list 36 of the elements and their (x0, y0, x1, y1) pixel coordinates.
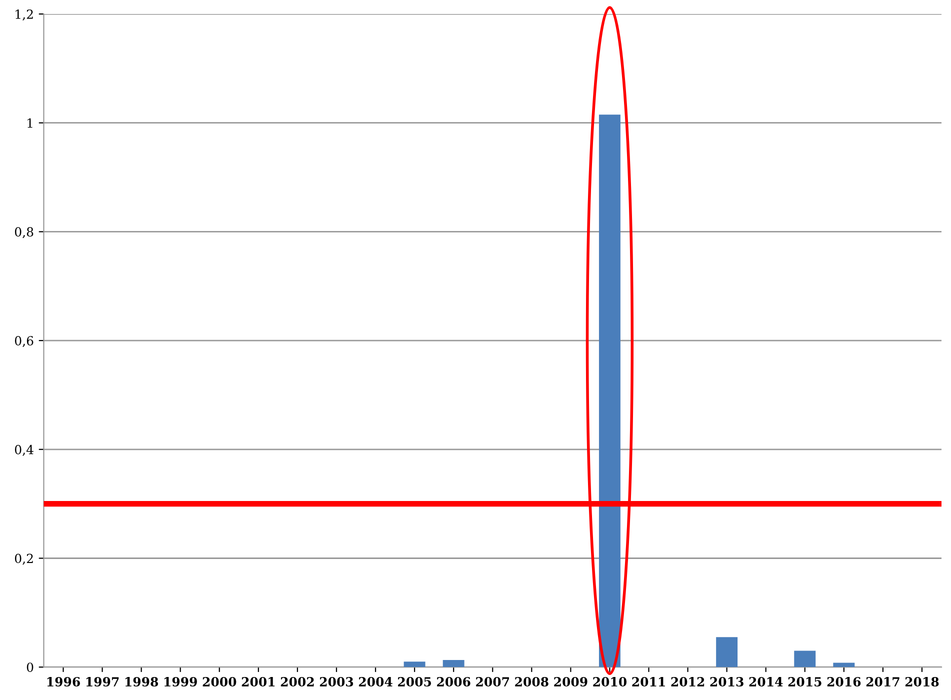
bar (716, 637, 738, 668)
x-tick-label: 2014 (749, 677, 783, 686)
x-tick-label: 2016 (827, 677, 861, 686)
x-tick-label: 1996 (47, 677, 80, 686)
x-tick-label: 2004 (358, 677, 392, 686)
x-tick-label: 2001 (242, 677, 275, 686)
y-tick-label: 0 (26, 662, 34, 672)
x-tick-label: 1998 (125, 677, 158, 686)
y-tick-label: 1 (28, 118, 32, 128)
bar (794, 650, 816, 668)
x-tick-label: 2000 (202, 677, 236, 686)
x-tick-label: 1997 (86, 677, 119, 686)
x-tick-label: 2013 (710, 677, 744, 686)
x-tick-label: 1999 (164, 677, 197, 686)
x-tick-label: 2018 (905, 677, 939, 686)
x-tick-label: 2006 (437, 677, 470, 686)
x-tick-label: 2017 (866, 677, 900, 686)
x-tick-label: 2002 (280, 677, 314, 686)
bar (598, 114, 620, 668)
x-tick-label: 2012 (671, 677, 704, 686)
x-tick-label: 2011 (632, 677, 665, 686)
x-tick-label: 2010 (593, 677, 627, 686)
x-tick-label: 2007 (476, 677, 509, 686)
x-tick-label: 2003 (320, 677, 354, 686)
y-tick-label: 0,2 (14, 554, 33, 565)
x-tick-label: 2015 (788, 677, 822, 686)
x-tick-label: 2008 (515, 677, 548, 686)
y-tick-label: 1,2 (16, 9, 33, 20)
x-tick-label: 2009 (554, 677, 588, 686)
bar (833, 662, 855, 668)
y-tick-label: 0,6 (14, 336, 34, 347)
x-tick-label: 2005 (398, 677, 432, 686)
y-tick-label: 0,4 (14, 444, 34, 456)
y-tick-label: 0,8 (14, 227, 34, 238)
bar (404, 662, 426, 668)
bar (442, 660, 464, 668)
